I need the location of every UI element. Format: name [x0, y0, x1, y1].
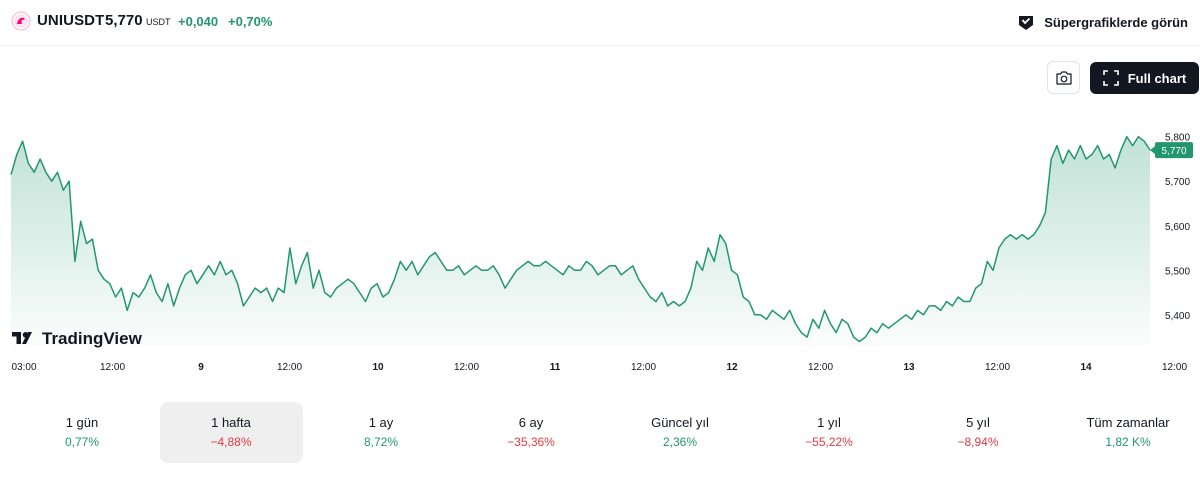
tradingview-logo: TradingView — [12, 329, 143, 348]
uniswap-logo-icon — [11, 11, 31, 31]
period-label: Tüm zamanlar — [1086, 415, 1170, 430]
period-change-value: 8,72% — [363, 435, 399, 449]
x-tick-label: 12:00 — [100, 362, 125, 373]
period-change-value: −8,94% — [957, 435, 999, 449]
full-chart-label: Full chart — [1127, 70, 1187, 86]
screenshot-button[interactable] — [1047, 61, 1080, 94]
y-tick-label: 5,700 — [1165, 177, 1190, 188]
y-axis: 5,800 5,700 5,600 5,500 5,400 — [1165, 133, 1190, 322]
x-tick-label: 9 — [198, 362, 204, 373]
full-chart-button[interactable]: Full chart — [1090, 62, 1199, 94]
tradingview-logo-icon — [12, 332, 32, 344]
period-change-value: 0,77% — [64, 435, 100, 449]
price-change-percent: +0,70% — [228, 14, 273, 29]
x-tick-label: 12:00 — [277, 362, 302, 373]
x-tick-label: 12:00 — [985, 362, 1010, 373]
supercharts-link[interactable]: Süpergrafiklerde görün — [1016, 12, 1188, 32]
symbol-header: UNIUSDT 5,770 USDT +0,040 +0,70% Süpergr… — [0, 0, 1200, 46]
x-tick-label: 12:00 — [454, 362, 479, 373]
x-tick-label: 12 — [726, 362, 738, 373]
period-tab-7[interactable]: Tüm zamanlar 1,82 K% — [1057, 402, 1200, 463]
period-label: 1 yıl — [817, 415, 841, 430]
price-badge-pointer — [1150, 146, 1155, 155]
price-badge-box — [1155, 142, 1193, 159]
period-tab-0[interactable]: 1 gün 0,77% — [11, 402, 154, 463]
fullscreen-icon — [1102, 70, 1119, 86]
x-tick-label: 03:00 — [11, 362, 36, 373]
x-tick-label: 10 — [372, 362, 384, 373]
current-price-badge: 5,770 — [1150, 142, 1193, 159]
period-change-value: 1,82 K% — [1105, 435, 1151, 449]
y-tick-label: 5,400 — [1165, 311, 1190, 322]
price-line — [10, 135, 1151, 343]
performance-periods: 1 gün 0,77% 1 hafta −4,88% 1 ay 8,72% 6 ay −35,… — [0, 400, 1200, 466]
period-change-value: −4,88% — [210, 435, 252, 449]
period-label: 1 ay — [368, 415, 394, 430]
symbol-name: UNIUSDT — [37, 12, 105, 29]
period-tab-5[interactable]: 1 yıl −55,22% — [758, 402, 901, 463]
period-tab-4[interactable]: Güncel yıl 2,36% — [609, 402, 752, 463]
y-tick-label: 5,600 — [1165, 222, 1190, 233]
y-tick-label: 5,500 — [1165, 266, 1190, 277]
x-tick-label: 14 — [1080, 362, 1092, 373]
x-tick-label: 11 — [550, 362, 561, 373]
tradingview-logo-text: TradingView — [42, 329, 143, 348]
x-axis: 03:00 12:00 9 12:00 10 12:00 11 12:00 12 12:00 13 1… — [11, 362, 1187, 373]
y-tick-label: 5,800 — [1165, 133, 1190, 144]
period-change-value: 2,36% — [662, 435, 698, 449]
price-badge-label: 5,770 — [1161, 146, 1186, 157]
supercharts-icon — [1019, 16, 1034, 30]
price-currency: USDT — [146, 17, 171, 27]
x-tick-label: 12:00 — [631, 362, 656, 373]
period-change-value: −35,36% — [507, 435, 555, 449]
x-tick-label: 12:00 — [808, 362, 833, 373]
supercharts-link-label: Süpergrafiklerde görün — [1044, 14, 1188, 30]
period-label: Güncel yıl — [651, 415, 709, 430]
period-label: 1 hafta — [211, 415, 251, 430]
period-tab-3[interactable]: 6 ay −35,36% — [460, 402, 603, 463]
price-area-fill — [11, 136, 1150, 346]
period-label: 5 yıl — [966, 415, 990, 430]
x-tick-label: 12:00 — [1162, 362, 1187, 373]
period-tab-6[interactable]: 5 yıl −8,94% — [907, 402, 1050, 463]
camera-icon — [1055, 70, 1072, 85]
period-tab-2[interactable]: 1 ay 8,72% — [310, 402, 453, 463]
current-price: 5,770 — [105, 12, 143, 29]
period-change-value: −55,22% — [805, 435, 853, 449]
price-change-absolute: +0,040 — [178, 14, 219, 29]
x-tick-label: 13 — [903, 362, 915, 373]
price-chart[interactable]: 5,800 5,700 5,600 5,500 5,400 03:00 12:00 9 12:… — [0, 100, 1200, 385]
period-tab-1[interactable]: 1 hafta −4,88% — [159, 402, 303, 463]
period-label: 6 ay — [518, 415, 544, 430]
period-label: 1 gün — [65, 415, 99, 430]
